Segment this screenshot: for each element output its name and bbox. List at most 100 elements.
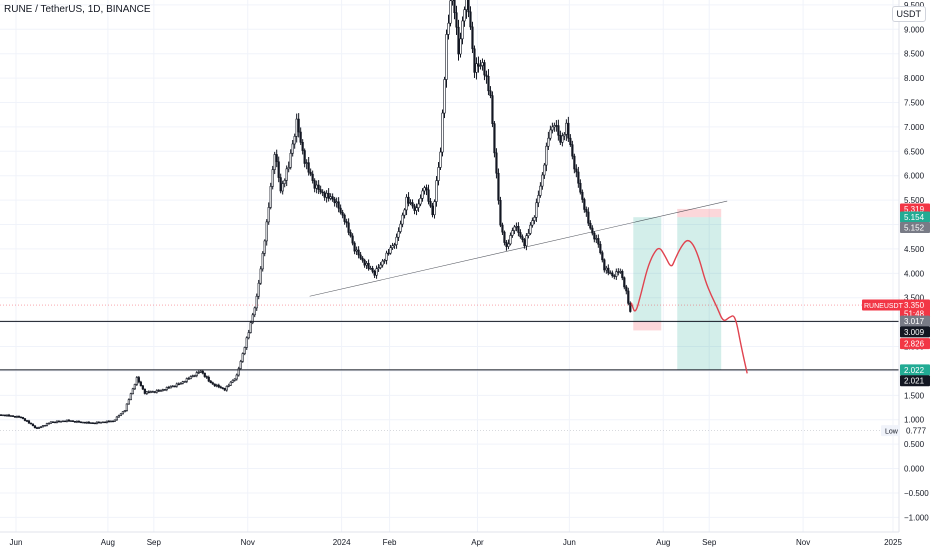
candle-body (587, 211, 590, 224)
candle-body (41, 425, 45, 428)
candle-body (523, 239, 526, 247)
candle-body (349, 232, 352, 237)
candle-body (393, 244, 396, 246)
x-tick-label: Nov (796, 538, 810, 547)
y-tick-label: 9.000 (904, 25, 925, 34)
candle-body (469, 11, 472, 28)
candle-body (307, 162, 310, 173)
candle-body (77, 420, 81, 423)
candle-body (439, 151, 442, 168)
candle-body (359, 254, 362, 259)
candle-body (525, 235, 528, 247)
candle-body (93, 422, 96, 425)
candle-body (33, 425, 37, 428)
candle-body (423, 187, 426, 192)
candle-body (573, 155, 576, 170)
candle-body (401, 214, 404, 225)
candle-body (179, 383, 182, 385)
candle-body (103, 421, 106, 424)
candle-body (285, 168, 288, 181)
candle-body (327, 192, 330, 199)
trade-stop-zone[interactable] (633, 321, 662, 331)
x-tick-label: Aug (101, 538, 115, 547)
candle-body (383, 259, 386, 262)
candle-body (287, 167, 290, 170)
candle-body (365, 263, 368, 266)
candle-body (139, 381, 142, 387)
candle-body (279, 177, 282, 192)
y-tick-label: 3.500 (904, 294, 925, 303)
price-label: 5.319 (904, 205, 925, 214)
trendline[interactable] (309, 200, 728, 297)
trade-stop-zone[interactable] (677, 208, 722, 218)
candle-body (321, 191, 324, 194)
candle-body (157, 390, 160, 392)
price-label: 2.022 (904, 366, 925, 375)
y-tick-label: 6.000 (904, 172, 925, 181)
candle-body (39, 426, 43, 428)
candle-body (461, 20, 464, 40)
candle-body (351, 235, 354, 244)
candle-body (21, 417, 25, 419)
candle-body (135, 377, 138, 385)
price-label-box (900, 375, 930, 387)
candle-body (241, 353, 244, 362)
candle-body (125, 403, 128, 411)
candle-body (517, 226, 520, 233)
candle-body (301, 141, 304, 151)
candle-body (205, 376, 208, 378)
trade-target-zone[interactable] (677, 217, 722, 370)
y-tick-label: 6.500 (904, 147, 925, 156)
candle-body (627, 290, 630, 304)
candle-body (15, 416, 19, 418)
candle-body (605, 267, 608, 271)
candle-body (537, 195, 540, 204)
candle-body (609, 272, 612, 274)
candle-body (11, 415, 15, 417)
candle-body (575, 168, 578, 173)
candle-body (311, 173, 314, 181)
candle-body (87, 421, 91, 424)
x-tick-label: Sep (702, 538, 717, 547)
candle-body (225, 386, 228, 391)
candle-body (369, 268, 372, 270)
candle-body (449, 0, 452, 24)
y-tick-label: 4.500 (904, 245, 925, 254)
candle-body (223, 388, 226, 391)
candle-body (53, 421, 57, 424)
candle-body (249, 322, 252, 333)
candle-body (397, 231, 400, 238)
candle-body (503, 231, 506, 243)
projection-path[interactable] (630, 239, 748, 374)
x-tick-label: Jun (10, 538, 23, 547)
candle-body (271, 169, 274, 187)
price-label-box (900, 364, 930, 376)
candle-body (201, 370, 204, 374)
candle-body (17, 416, 21, 418)
price-label-box (900, 338, 930, 350)
candle-body (411, 202, 414, 207)
candle-body (195, 372, 198, 376)
candle-body (177, 383, 180, 385)
candle-body (29, 422, 33, 425)
candle-body (113, 419, 116, 422)
price-label: 2.021 (904, 377, 925, 386)
candle-body (373, 271, 376, 276)
candle-body (453, 0, 456, 14)
candle-body (63, 420, 67, 423)
x-tick-label: Sep (147, 538, 162, 547)
candle-body (151, 391, 154, 393)
candle-body (483, 62, 486, 76)
low-value: 0.777 (906, 427, 927, 436)
candle-body (83, 421, 87, 424)
candle-body (317, 184, 320, 190)
candle-body (141, 385, 144, 390)
candle-body (459, 38, 462, 55)
x-tick-label: 2025 (884, 538, 902, 547)
candle-body (105, 420, 108, 423)
candle-body (173, 385, 176, 388)
price-axis[interactable] (899, 0, 932, 550)
currency-selector[interactable]: USDT (891, 6, 926, 22)
